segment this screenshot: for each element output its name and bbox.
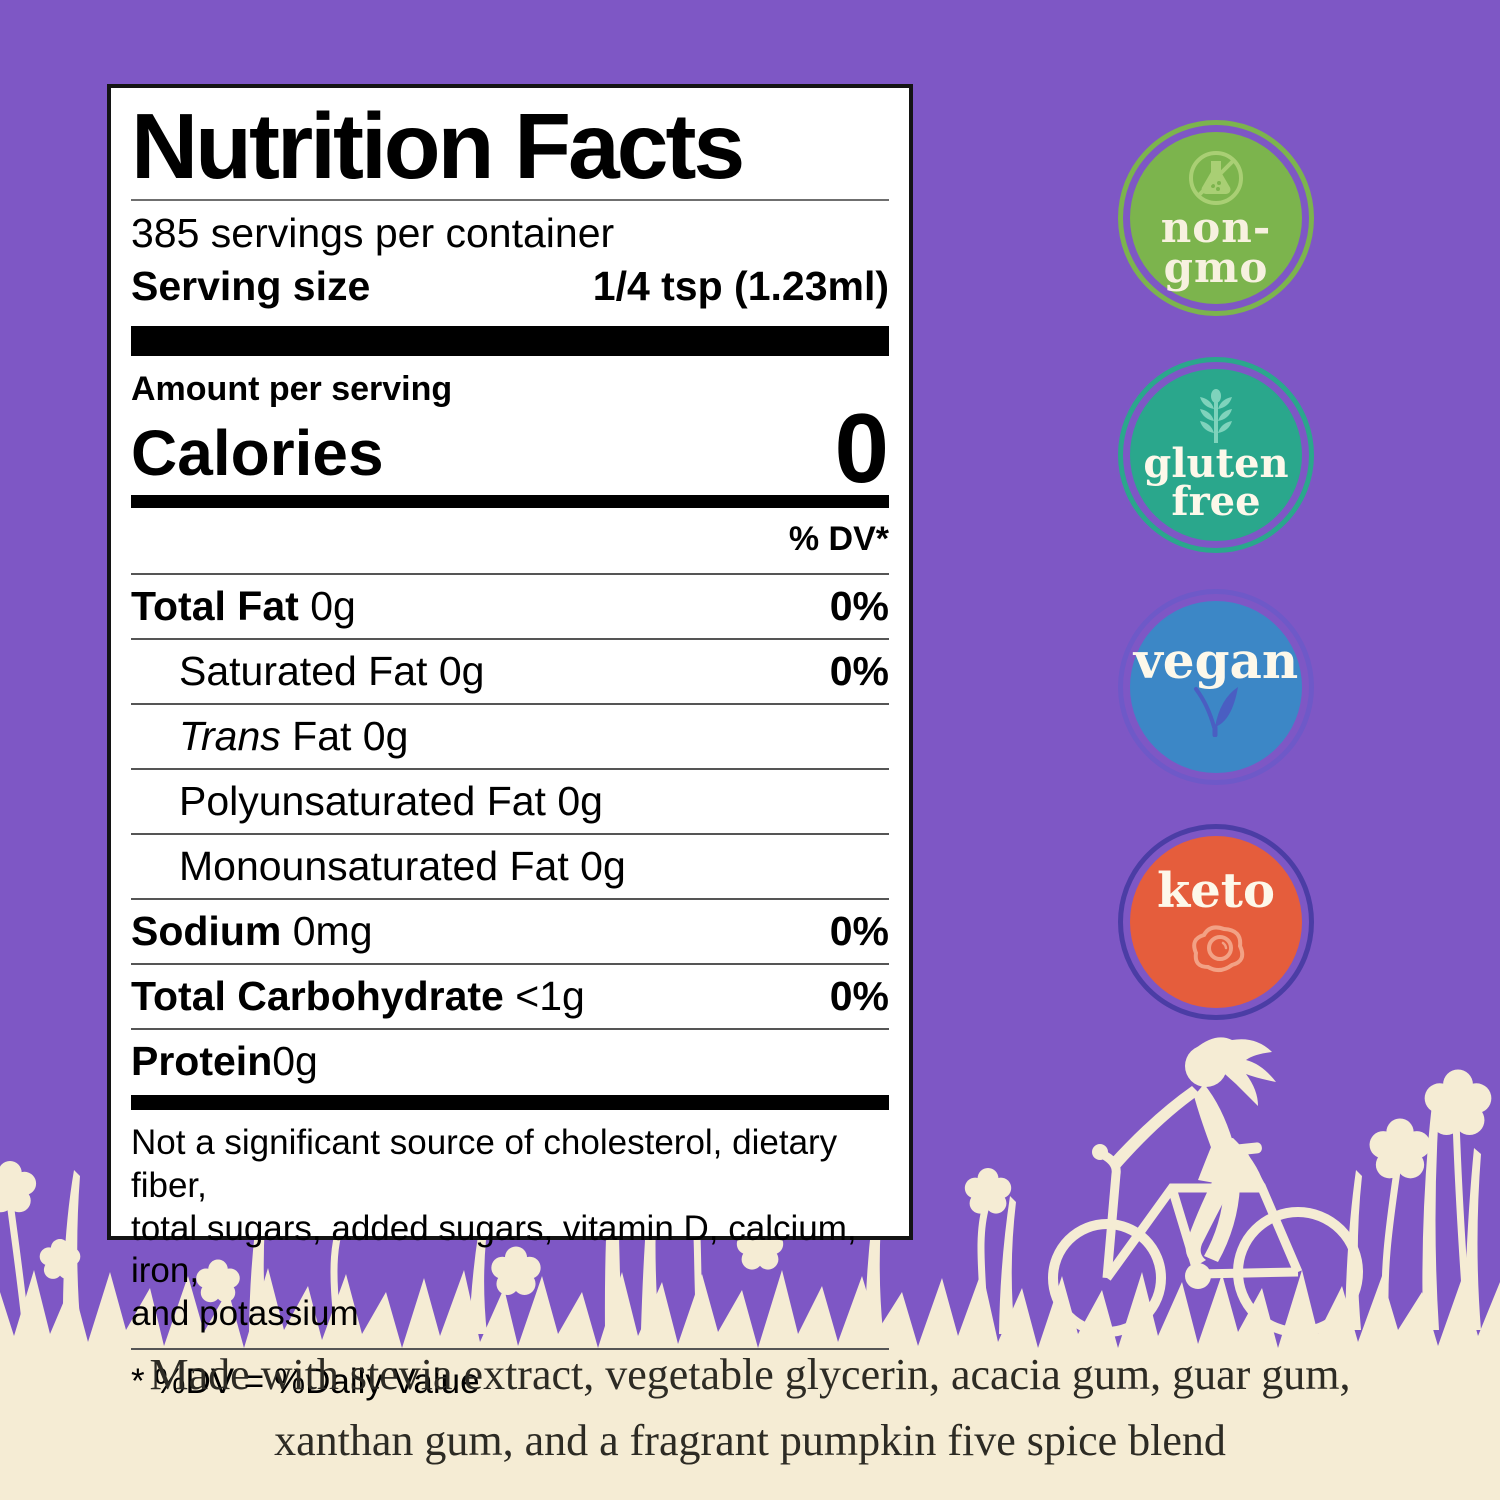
badge-label: vegan (1133, 631, 1299, 691)
footnote-line: total sugars, added sugars, vitamin D, c… (131, 1208, 857, 1291)
nutrient-row-total-fat: Total Fat 0g 0% (131, 573, 889, 638)
badge-disc: vegan (1130, 601, 1302, 773)
girl-hair (1196, 1037, 1276, 1106)
nutrient-qty: 0g (557, 778, 603, 825)
nutrient-qty: 0mg (292, 908, 373, 955)
flower-icon (0, 1161, 37, 1213)
nutrient-qty: Fat 0g (292, 713, 409, 760)
nutrient-name: Total Fat (131, 583, 299, 630)
girl-torso (1194, 1084, 1233, 1150)
nutrient-name: Total Carbohydrate (131, 973, 504, 1020)
nutrient-name: Monounsaturated Fat (179, 843, 569, 890)
ingredients-line: xanthan gum, and a fragrant pumpkin five… (274, 1416, 1226, 1465)
ingredients-text: Made with stevia extract, vegetable glyc… (0, 1342, 1500, 1474)
thick-divider (131, 495, 889, 509)
badge-disc: gluten free (1130, 369, 1302, 541)
calories-label: Calories (131, 417, 384, 490)
badge-disc: non-gmo (1130, 132, 1302, 304)
serving-size-label: Serving size (131, 263, 371, 309)
flower-icon (1369, 1118, 1431, 1179)
girl-leg (1185, 1178, 1232, 1266)
badge-ring (1118, 357, 1314, 553)
bicycle-handlebar (1099, 1149, 1121, 1279)
grass-blade (1422, 1104, 1439, 1330)
no-gmo-flask-icon (1189, 151, 1243, 206)
serving-size-row: Serving size 1/4 tsp (1.23ml) (131, 263, 889, 310)
serving-size-value: 1/4 tsp (1.23ml) (592, 263, 889, 309)
label-title: Nutrition Facts (131, 94, 745, 198)
grass-blade (999, 1196, 1016, 1334)
flower-icon (1424, 1069, 1492, 1136)
flower-icon (964, 1168, 1012, 1214)
nutrient-dv: 0% (829, 648, 889, 695)
footnote-line: Not a significant source of cholesterol,… (131, 1123, 838, 1206)
nutrient-name: Polyunsaturated Fat (179, 778, 546, 825)
nutrient-row-sodium: Sodium 0mg 0% (131, 898, 889, 963)
girl-arm (1110, 1086, 1200, 1170)
badge-ring (1118, 120, 1314, 316)
nutrient-row-polyunsaturated-fat: Polyunsaturated Fat 0g (131, 768, 889, 833)
label-footnote: Not a significant source of cholesterol,… (131, 1122, 889, 1335)
badge-keto: keto (1118, 824, 1314, 1020)
nutrient-qty: 0g (580, 843, 626, 890)
nutrient-row-protein: Protein0g (131, 1028, 889, 1093)
wheat-icon (1200, 389, 1232, 443)
nutrient-dv: 0% (829, 973, 889, 1020)
girl-on-bicycle-illustration (1048, 1037, 1363, 1337)
badge-ring (1118, 589, 1314, 785)
grass-silhouette (0, 1037, 1500, 1500)
sprout-icon (1194, 686, 1238, 737)
nutrient-row-trans-fat: Trans Fat 0g (131, 703, 889, 768)
nutrient-dv: 0% (829, 583, 889, 630)
badge-label: keto (1157, 863, 1275, 920)
badge-label: non-gmo (1160, 203, 1272, 292)
nutrient-row-total-carbohydrate: Total Carbohydrate <1g 0% (131, 963, 889, 1028)
servings-per-container: 385 servings per container (131, 210, 615, 256)
nutrient-qty: 0g (310, 583, 356, 630)
nutrient-name: Sodium (131, 908, 282, 955)
daily-value-header: % DV* (788, 520, 889, 559)
nutrient-row-saturated-fat: Saturated Fat 0g 0% (131, 638, 889, 703)
footnote-line: and potassium (131, 1294, 359, 1334)
grass-blade (1464, 1148, 1481, 1330)
fried-egg-icon (1192, 925, 1245, 972)
nutrient-qty: 0g (272, 1038, 318, 1085)
amount-per-serving-label: Amount per serving (131, 370, 453, 408)
calories-row: Calories 0 (131, 393, 889, 503)
girl-leg (1204, 1186, 1240, 1262)
badge-ring (1118, 824, 1314, 1020)
badge-vegan: vegan (1118, 589, 1314, 785)
nutrient-name: Saturated Fat (179, 648, 428, 695)
badge-non-gmo: non-gmo (1118, 120, 1314, 316)
thick-divider (131, 1095, 889, 1111)
divider (131, 199, 889, 201)
nutrient-row-monounsaturated-fat: Monounsaturated Fat 0g (131, 833, 889, 898)
nutrient-qty: 0g (438, 648, 485, 695)
daily-value-definition: * %DV = %Daily Value (131, 1347, 889, 1402)
grass-mass (0, 1268, 1500, 1500)
nutrition-facts-label: Nutrition Facts 385 servings per contain… (107, 84, 913, 1401)
badge-disc: keto (1130, 836, 1302, 1008)
nutrient-qty: <1g (515, 973, 585, 1020)
badge-gluten-free: gluten free (1118, 357, 1314, 553)
ingredients-line: Made with stevia extract, vegetable glyc… (149, 1350, 1351, 1399)
nutrient-name: Protein (131, 1038, 273, 1085)
nutrient-dv: 0% (829, 908, 889, 955)
calories-value: 0 (834, 393, 889, 503)
badge-label: gluten free (1143, 440, 1289, 525)
thick-divider (131, 326, 889, 356)
nutrient-name: Trans (179, 713, 281, 760)
